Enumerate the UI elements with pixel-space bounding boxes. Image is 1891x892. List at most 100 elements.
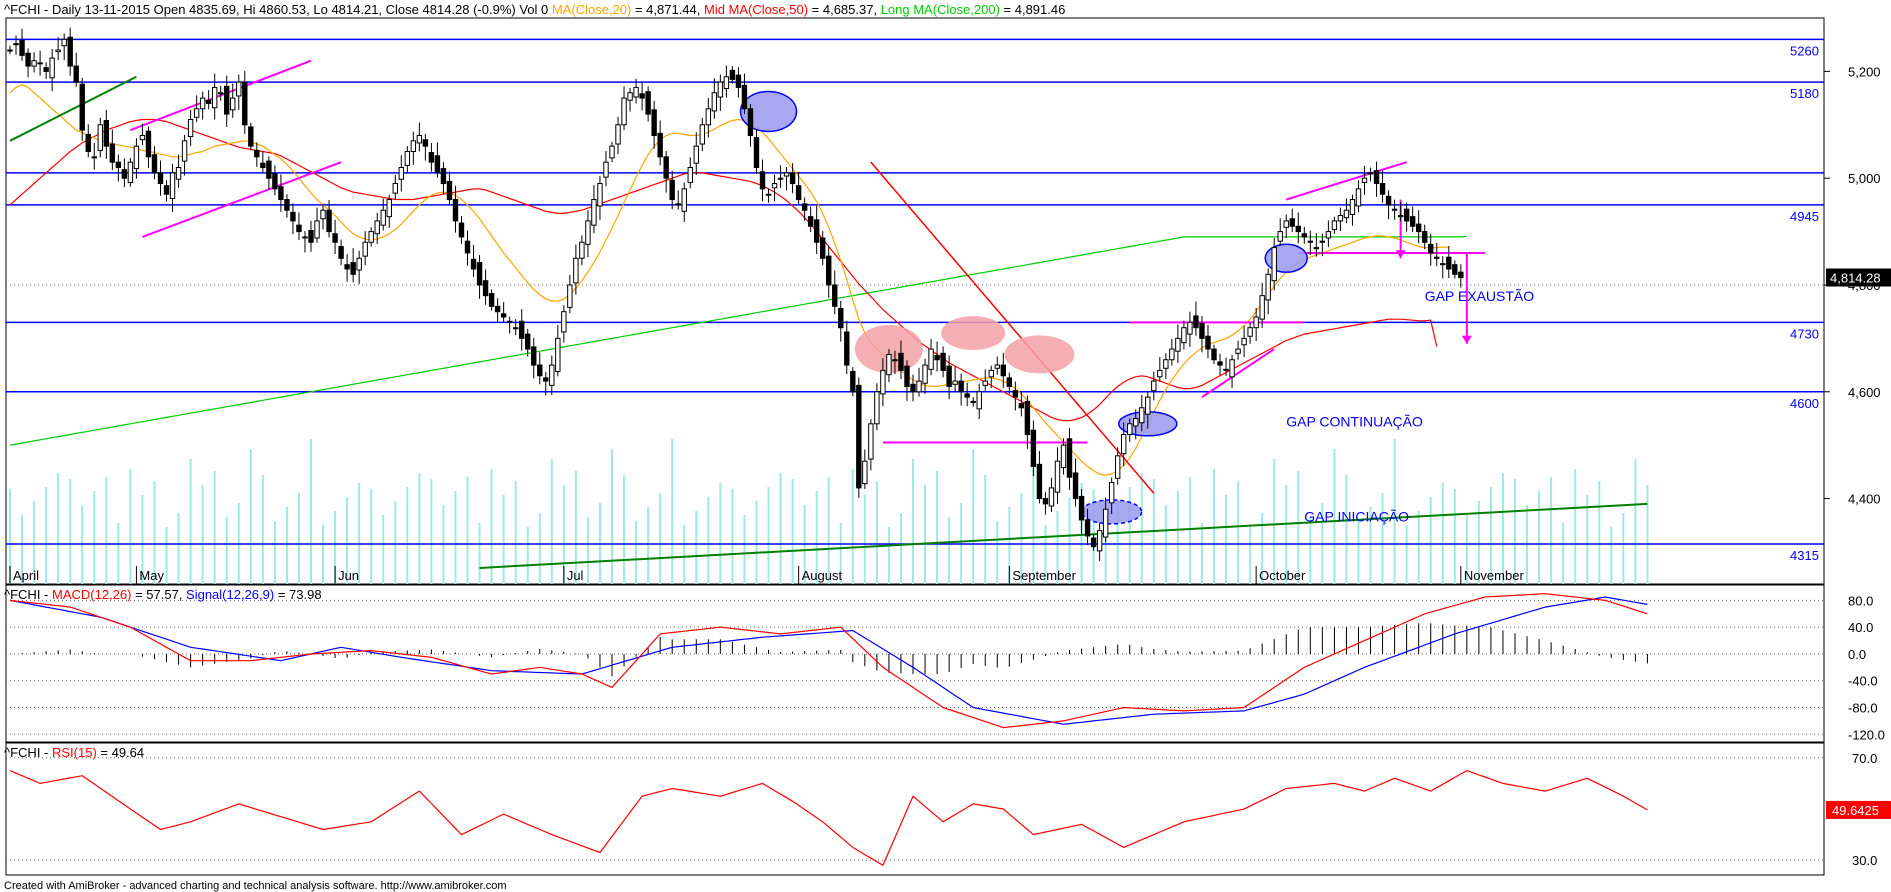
candle-body (254, 149, 260, 158)
candle-body (958, 380, 964, 393)
candle-body (103, 120, 110, 147)
ma200-label: Long MA(Close,200) (881, 2, 1000, 17)
candle-body (1277, 231, 1283, 242)
volume-bar (827, 477, 830, 584)
macd-line (9, 593, 1648, 729)
volume-bar (586, 517, 589, 584)
signal-line (9, 596, 1648, 725)
candle-body (988, 369, 994, 378)
volume-bar (1381, 493, 1384, 584)
volume-bar (647, 507, 650, 584)
volume-bar (635, 521, 638, 584)
candle-body (242, 81, 248, 126)
volume-bar (490, 469, 493, 584)
candle-body (37, 62, 43, 65)
candle-body (85, 133, 91, 152)
month-label: August (802, 568, 843, 583)
volume-bar (346, 497, 349, 584)
volume-bar (1622, 513, 1625, 584)
volume-bar (1008, 507, 1011, 584)
candle-body (579, 241, 585, 259)
candle-body (1211, 348, 1217, 361)
volume-bar (1501, 473, 1504, 584)
candle-body (609, 145, 615, 159)
volume-bar (851, 469, 854, 584)
volume-bar (165, 527, 168, 584)
macd-tick-label: -120.0 (1848, 727, 1885, 742)
ma20-label: MA(Close,20) (552, 2, 631, 17)
candle-body (711, 92, 718, 112)
volume-bar (33, 501, 36, 584)
candle-body (639, 93, 645, 99)
candle-body (723, 76, 730, 89)
candle-body (789, 172, 796, 185)
candle-body (964, 393, 970, 398)
volume-bar (1237, 481, 1240, 584)
signal-label: Signal(12,26,9) (186, 587, 274, 602)
candle-body (434, 155, 441, 174)
candle-body (55, 49, 61, 53)
candle-body (7, 49, 13, 52)
candle-body (350, 262, 356, 275)
candle-body (19, 39, 25, 56)
volume-bar (1140, 473, 1143, 584)
candle-body (765, 193, 772, 196)
level-label: 4730 (1790, 326, 1819, 341)
volume-bar (683, 525, 686, 584)
macd-tick-label: -80.0 (1848, 701, 1878, 716)
ma50-line (9, 118, 1438, 422)
candle-body (248, 126, 254, 147)
candle-body (278, 186, 284, 201)
candle-body (1145, 396, 1151, 415)
volume-bar (297, 493, 300, 584)
rsi-value: = 49.64 (97, 745, 144, 760)
candle-body (97, 124, 103, 151)
ma20-line (9, 84, 1449, 476)
volume-bar (225, 517, 228, 584)
month-label: Jun (338, 568, 359, 583)
macd-tick-label: 80.0 (1848, 593, 1873, 608)
candle-body (386, 199, 392, 218)
volume-bar (1538, 491, 1541, 584)
trendline (479, 502, 1648, 569)
volume-bar (863, 495, 866, 584)
volume-bar (912, 459, 914, 584)
volume-bar (57, 473, 60, 584)
candle-body (892, 359, 898, 362)
candle-body (1096, 530, 1103, 552)
volume-bar (45, 487, 48, 584)
candle-body (67, 36, 73, 67)
candle-body (512, 327, 519, 330)
candle-body (1367, 172, 1374, 175)
volume-bar (1261, 513, 1264, 584)
candle-body (175, 167, 182, 180)
candle-body (61, 38, 67, 47)
volume-bar (526, 527, 529, 584)
volume-bar (731, 489, 734, 584)
volume-bar (334, 511, 337, 584)
candle-body (1193, 315, 1199, 329)
candle-body (187, 118, 194, 138)
candle-body (374, 220, 380, 235)
candle-body (982, 380, 988, 386)
volume-bar (623, 475, 626, 584)
candle-body (1259, 295, 1265, 320)
candle-body (1217, 361, 1223, 366)
price-tick-label: 5,200 (1848, 64, 1881, 79)
macd-tick-label: 40.0 (1848, 620, 1873, 635)
volume-bar (310, 439, 312, 584)
candle-body (910, 383, 916, 393)
month-label: September (1012, 568, 1076, 583)
candle-body (488, 293, 495, 307)
volume-bar (1068, 497, 1071, 584)
candle-body (976, 391, 982, 410)
candle-body (940, 352, 946, 371)
volume-bar (21, 515, 24, 584)
candle-body (1054, 460, 1061, 493)
volume-bar (1441, 483, 1444, 584)
candle-body (1385, 195, 1392, 206)
volume-bar (948, 517, 951, 584)
candle-body (747, 108, 754, 136)
candle-body (645, 91, 651, 115)
candle-body (193, 108, 200, 118)
